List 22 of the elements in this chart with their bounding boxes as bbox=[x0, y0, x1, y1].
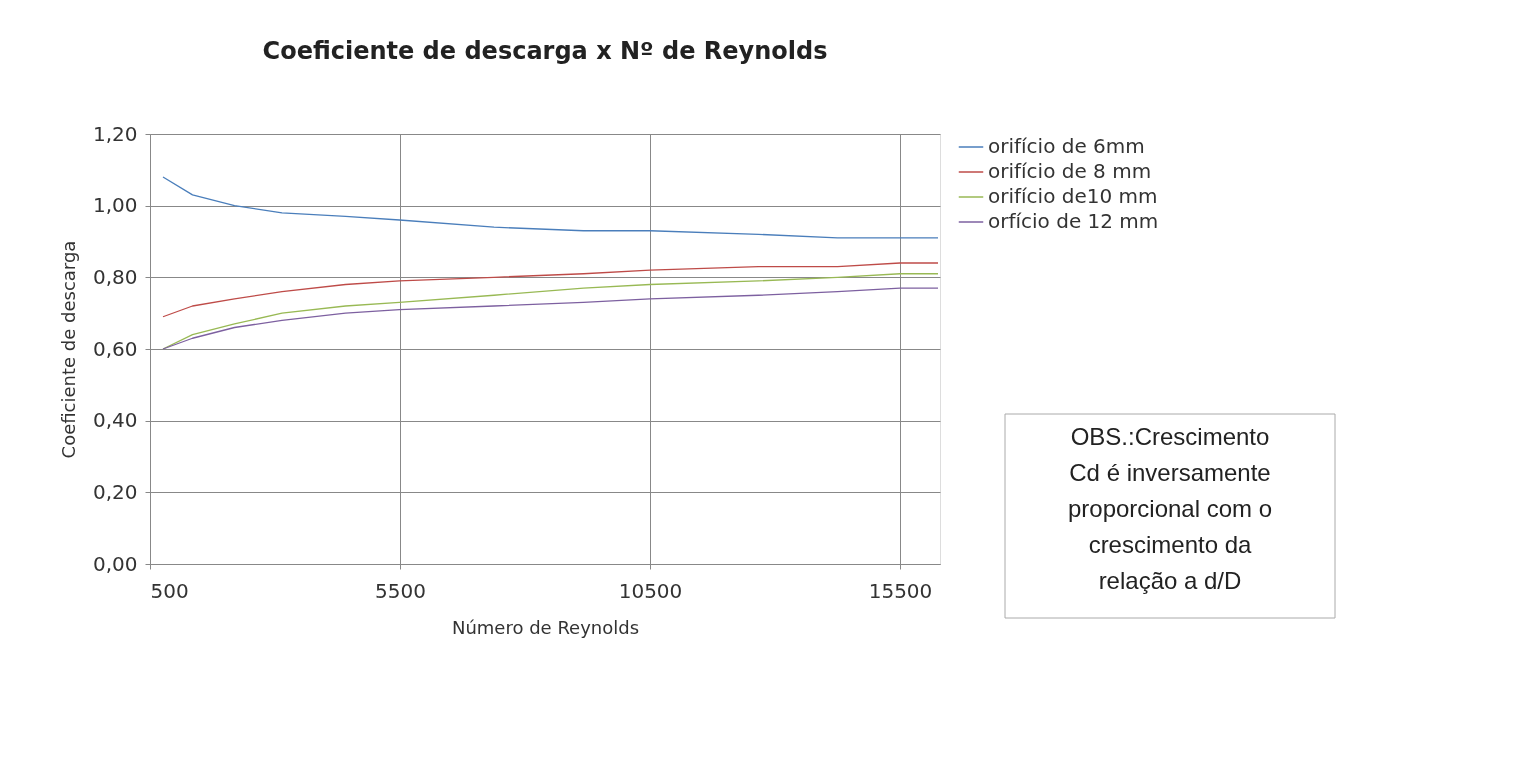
y-tick-label: 1,20 bbox=[92, 121, 138, 146]
x-tick-label: 500 bbox=[150, 578, 189, 603]
x-tick-label: 5500 bbox=[375, 578, 426, 603]
x-axis-title: Número de Reynolds bbox=[451, 616, 640, 638]
y-tick-label: 0,60 bbox=[92, 336, 138, 361]
y-tick-label: 0,80 bbox=[92, 264, 138, 289]
line-series bbox=[162, 287, 939, 350]
text: OBS.:Crescimento Cd é inversamente proporcional com o crescimento da relação a d/D bbox=[1067, 423, 1273, 594]
legend-label: orifício de 8 mm bbox=[988, 159, 1152, 183]
line-series bbox=[162, 262, 939, 318]
y-tick-label: 0,00 bbox=[92, 551, 138, 576]
legend-label: orfício de 12 mm bbox=[988, 209, 1159, 233]
y-tick-label: 0,20 bbox=[92, 479, 138, 504]
y-tick-label: 0,40 bbox=[92, 408, 138, 433]
chart-title: Coeficiente de descarga x Nº de Reynolds bbox=[262, 37, 828, 65]
legend-label: orifício de 6mm bbox=[988, 134, 1145, 158]
y-axis-title: Coeficiente de descarga bbox=[57, 240, 79, 459]
line-series bbox=[162, 176, 939, 239]
x-tick-label: 15500 bbox=[868, 578, 933, 603]
x-tick-label: 10500 bbox=[618, 578, 683, 603]
y-tick-label: 1,00 bbox=[92, 193, 138, 218]
legend-label: orifício de10 mm bbox=[988, 184, 1158, 208]
